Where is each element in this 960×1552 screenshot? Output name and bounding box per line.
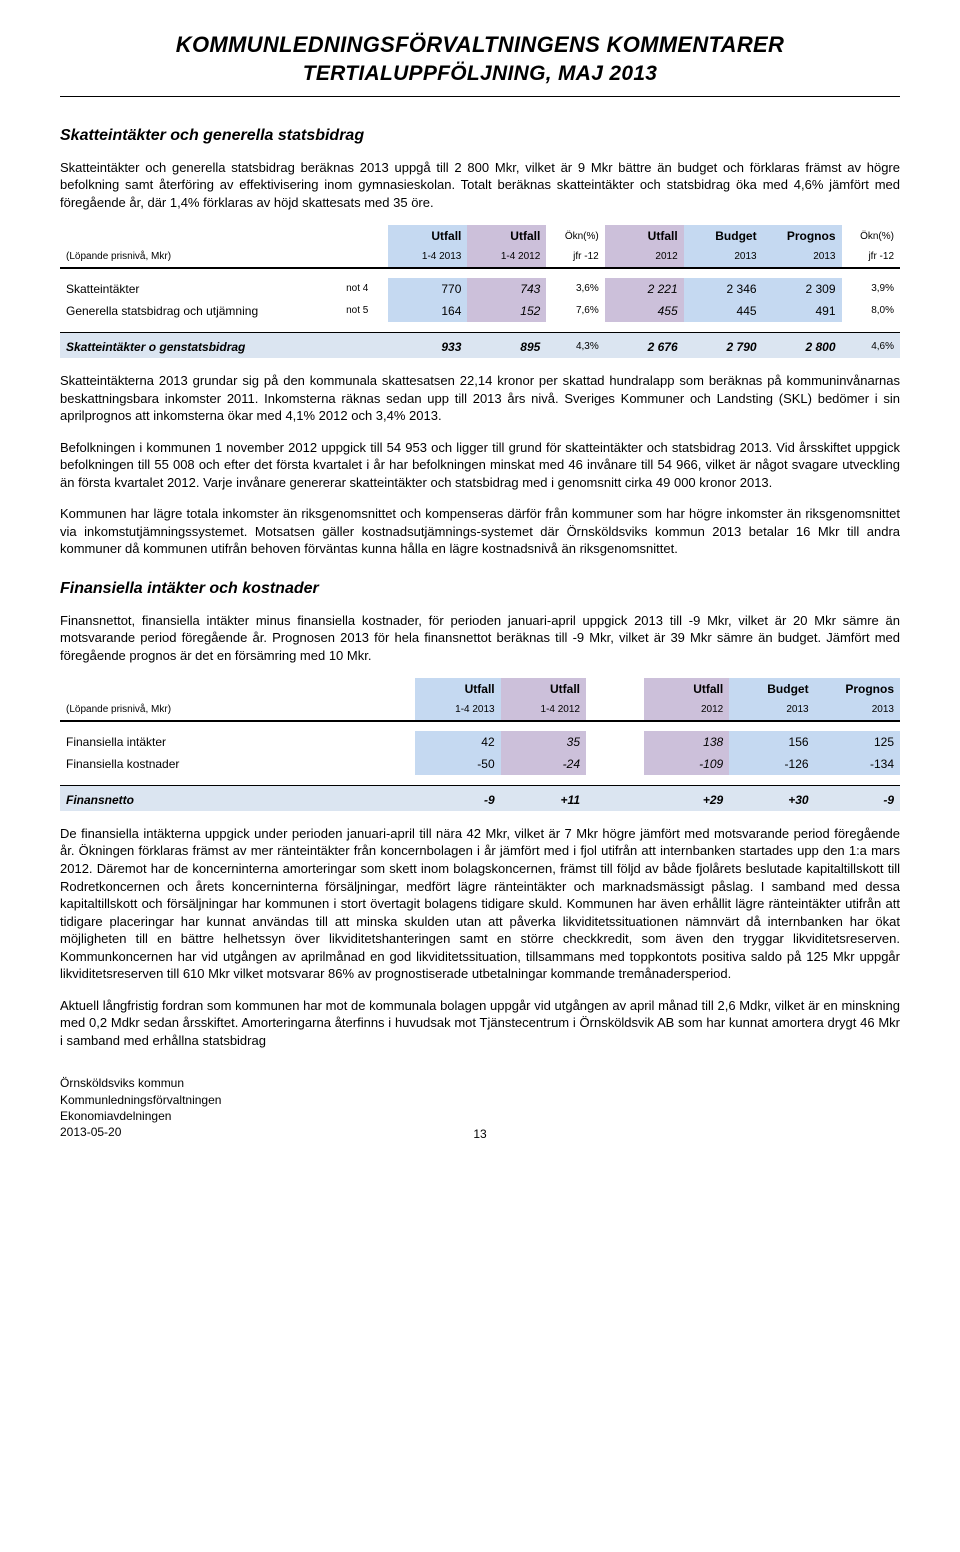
section2-para2: De finansiella intäkterna uppgick under … bbox=[60, 825, 900, 983]
table-row: Generella statsbidrag och utjämning not … bbox=[60, 300, 900, 322]
title-line2: TERTIALUPPFÖLJNING, MAJ 2013 bbox=[60, 60, 900, 88]
footer-dept: Kommunledningsförvaltningen bbox=[60, 1092, 900, 1108]
table1-header-row: Utfall Utfall Ökn(%) Utfall Budget Progn… bbox=[60, 225, 900, 247]
th-okn-2: Ökn(%) bbox=[842, 225, 901, 247]
page-footer: Örnsköldsviks kommun Kommunledningsförva… bbox=[60, 1075, 900, 1142]
section1-heading: Skatteintäkter och generella statsbidrag bbox=[60, 125, 900, 147]
section1-para2: Skatteintäkterna 2013 grundar sig på den… bbox=[60, 372, 900, 425]
section1-para3: Befolkningen i kommunen 1 november 2012 … bbox=[60, 439, 900, 492]
footer-org: Örnsköldsviks kommun bbox=[60, 1075, 900, 1091]
section2-para1: Finansnettot, finansiella intäkter minus… bbox=[60, 612, 900, 665]
table2-subheader-row: (Löpande prisnivå, Mkr) 1-4 2013 1-4 201… bbox=[60, 700, 900, 721]
title-rule bbox=[60, 96, 900, 97]
th-utfall-3: Utfall bbox=[605, 225, 684, 247]
section1-para4: Kommunen har lägre totala inkomster än r… bbox=[60, 505, 900, 558]
table1-subheader-row: (Löpande prisnivå, Mkr) 1-4 2013 1-4 201… bbox=[60, 247, 900, 268]
page-number: 13 bbox=[60, 1126, 900, 1142]
table-row: Finansiella kostnader -50 -24 -109 -126 … bbox=[60, 753, 900, 775]
th-utfall-2: Utfall bbox=[467, 225, 546, 247]
table2-sum-row: Finansnetto -9 +11 +29 +30 -9 bbox=[60, 785, 900, 811]
th-okn-1: Ökn(%) bbox=[546, 225, 604, 247]
t1-caption: (Löpande prisnivå, Mkr) bbox=[60, 247, 340, 268]
th-budget: Budget bbox=[684, 225, 763, 247]
title-line1: KOMMUNLEDNINGSFÖRVALTNINGENS KOMMENTARER bbox=[60, 30, 900, 60]
title-block: KOMMUNLEDNINGSFÖRVALTNINGENS KOMMENTARER… bbox=[60, 30, 900, 88]
section2-para3: Aktuell långfristig fordran som kommunen… bbox=[60, 997, 900, 1050]
table-finansnetto: Utfall Utfall Utfall Budget Prognos (Löp… bbox=[60, 678, 900, 811]
table-skatteintakter: Utfall Utfall Ökn(%) Utfall Budget Progn… bbox=[60, 225, 900, 358]
th-prognos: Prognos bbox=[763, 225, 842, 247]
table-row: Finansiella intäkter 42 35 138 156 125 bbox=[60, 731, 900, 753]
footer-division: Ekonomiavdelningen bbox=[60, 1108, 900, 1124]
section2-heading: Finansiella intäkter och kostnader bbox=[60, 578, 900, 600]
section1-para1: Skatteintäkter och generella statsbidrag… bbox=[60, 159, 900, 212]
table1-sum-row: Skatteintäkter o genstatsbidrag 933 895 … bbox=[60, 332, 900, 358]
th-utfall-1: Utfall bbox=[388, 225, 467, 247]
table-row: Skatteintäkter not 4 770 743 3,6% 2 221 … bbox=[60, 278, 900, 300]
table2-header-row: Utfall Utfall Utfall Budget Prognos bbox=[60, 678, 900, 700]
